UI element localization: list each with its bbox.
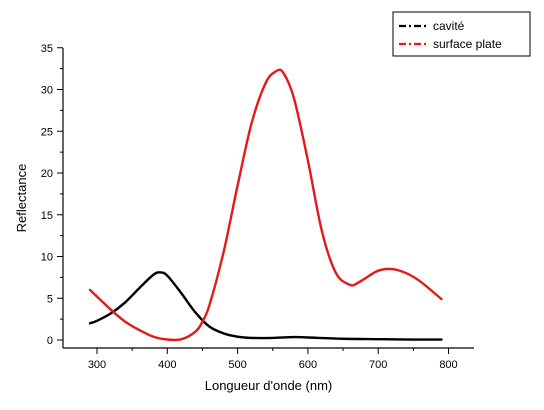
y-tick-label: 30 (41, 85, 53, 97)
y-tick-label: 10 (41, 252, 53, 264)
x-tick-label: 500 (228, 359, 246, 371)
x-tick-label: 300 (88, 359, 106, 371)
x-tick-label: 800 (439, 359, 457, 371)
x-tick-label: 400 (158, 359, 176, 371)
y-ticks: 0 5 10 15 20 25 30 35 (41, 43, 63, 347)
y-tick-label: 5 (47, 293, 53, 305)
y-tick-label: 15 (41, 210, 53, 222)
legend-box (392, 11, 531, 57)
series-line-surface-plate (88, 68, 443, 342)
series-line-cavite (88, 271, 443, 341)
legend-label: cavité (433, 19, 465, 33)
y-tick-label: 25 (41, 126, 53, 138)
y-axis-title: Reflectance (14, 164, 29, 233)
legend: cavité surface plate (392, 11, 531, 57)
legend-label: surface plate (433, 37, 502, 51)
x-ticks: 300 400 500 600 700 800 (88, 348, 458, 371)
plot-series (88, 68, 443, 342)
x-tick-label: 600 (299, 359, 317, 371)
x-axis-title: Longueur d'onde (nm) (205, 378, 333, 393)
y-tick-label: 0 (47, 335, 53, 347)
y-tick-label: 20 (41, 168, 53, 180)
x-tick-label: 700 (369, 359, 387, 371)
y-tick-label: 35 (41, 43, 53, 55)
